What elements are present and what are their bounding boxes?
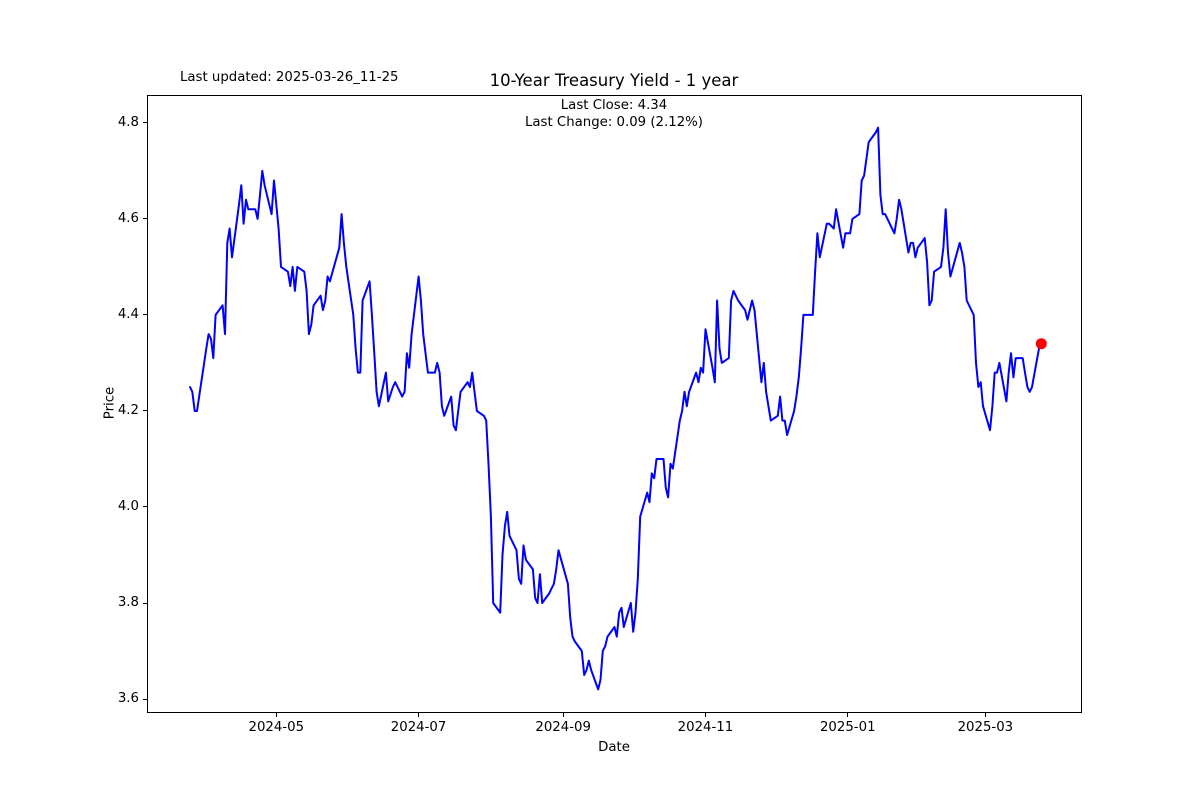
x-tick-mark bbox=[418, 713, 420, 717]
x-tick-mark bbox=[704, 713, 706, 717]
y-tick-label: 4.8 bbox=[117, 114, 139, 130]
x-tick-label: 2024-05 bbox=[248, 720, 305, 735]
yield-line-chart bbox=[189, 126, 1047, 691]
x-tick-label: 2024-09 bbox=[535, 720, 591, 735]
y-tick-label: 4.4 bbox=[117, 306, 139, 322]
x-tick-mark bbox=[562, 713, 564, 717]
last-close-marker bbox=[1035, 338, 1047, 350]
y-tick-mark bbox=[143, 602, 147, 604]
x-tick-label: 2025-01 bbox=[819, 720, 876, 735]
y-tick-label: 3.8 bbox=[117, 595, 139, 610]
chart-subtitle: Last Close: 4.34 Last Change: 0.09 (2.12… bbox=[525, 97, 703, 131]
x-tick-label: 2024-11 bbox=[677, 720, 734, 735]
y-tick-label: 4.6 bbox=[117, 210, 139, 226]
y-tick-mark bbox=[143, 410, 147, 412]
y-tick-mark bbox=[143, 314, 147, 316]
subtitle-last-close: Last Close: 4.34 bbox=[560, 98, 668, 113]
y-tick-mark bbox=[143, 506, 147, 508]
last-updated-text: Last updated: 2025-03-26_11-25 bbox=[180, 70, 399, 85]
x-tick-label: 2025-03 bbox=[957, 720, 1014, 735]
y-tick-label: 4.0 bbox=[117, 498, 139, 514]
chart-title: 10-Year Treasury Yield - 1 year bbox=[489, 71, 739, 90]
y-tick-label: 4.2 bbox=[117, 402, 139, 418]
y-tick-mark bbox=[143, 698, 147, 700]
x-tick-mark bbox=[847, 713, 849, 717]
x-tick-label: 2024-07 bbox=[390, 720, 447, 735]
x-axis-label: Date bbox=[598, 740, 630, 755]
y-tick-mark bbox=[143, 122, 147, 124]
y-tick-label: 3.6 bbox=[117, 691, 139, 707]
y-tick-mark bbox=[143, 218, 147, 220]
yield-line bbox=[189, 126, 1043, 691]
subtitle-last-change: Last Change: 0.09 (2.12%) bbox=[525, 115, 703, 130]
x-tick-mark bbox=[984, 713, 986, 717]
x-tick-mark bbox=[275, 713, 277, 717]
plot-area bbox=[147, 95, 1082, 713]
